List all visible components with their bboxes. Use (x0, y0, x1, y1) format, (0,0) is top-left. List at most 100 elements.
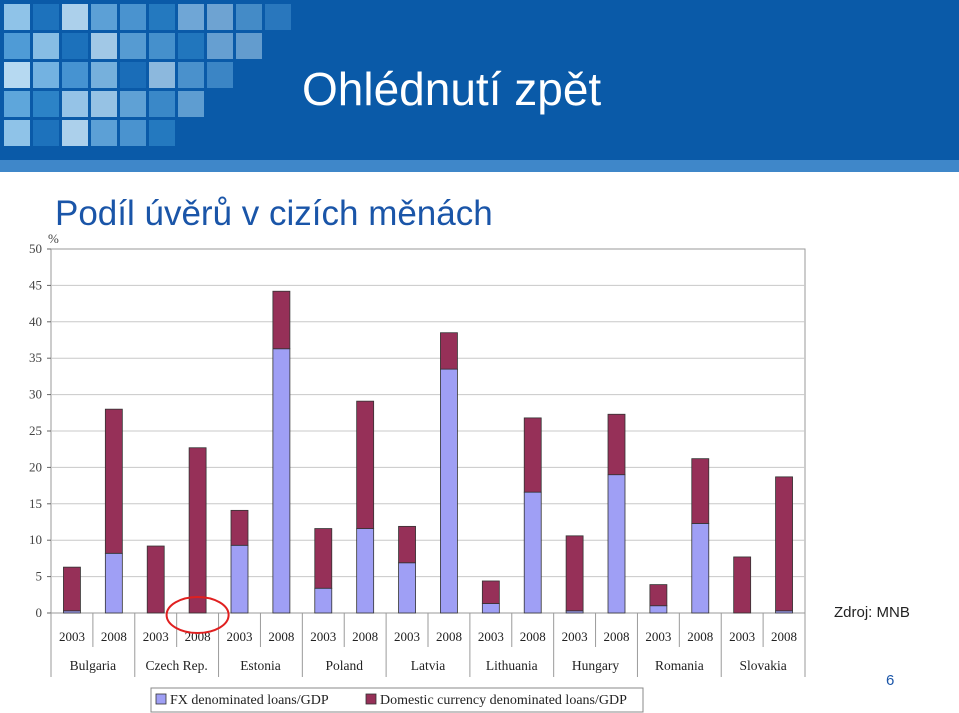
bar-fx-loans (607, 474, 626, 614)
x-year-label: 2008 (604, 629, 630, 644)
header-tile (33, 33, 59, 59)
bar-domestic-loans (733, 556, 752, 614)
header-tile (62, 91, 88, 117)
y-axis-ticks: 0 5 10 15 20 25 30 35 40 45 50 (29, 241, 51, 620)
header-tile (62, 62, 88, 88)
x-year-label: 2003 (394, 629, 420, 644)
bar-domestic-loans (481, 580, 500, 604)
header-tile (236, 4, 262, 30)
bars (63, 290, 793, 614)
header-tile (62, 33, 88, 59)
header-tile (120, 91, 146, 117)
bar-fx-loans (649, 605, 668, 614)
bar-fx-loans (272, 348, 291, 614)
header-tile (178, 62, 204, 88)
slide-title: Ohlédnutí zpět (302, 63, 602, 115)
bar-domestic-loans (440, 332, 458, 370)
bar-domestic-loans (607, 413, 626, 476)
x-year-label: 2008 (687, 629, 713, 644)
bar-fx-loans (481, 603, 500, 614)
x-year-label: 2008 (436, 629, 462, 644)
header-tile (265, 4, 291, 30)
bar-domestic-loans (691, 458, 710, 524)
header-tile (149, 62, 175, 88)
y-tick-label: 10 (29, 532, 42, 547)
x-year-label: 2008 (268, 629, 294, 644)
header-tile (149, 120, 175, 146)
legend-label: FX denominated loans/GDP (170, 693, 329, 708)
x-year-label: 2003 (310, 629, 336, 644)
x-country-label: Czech Rep. (146, 658, 208, 673)
header-tile (207, 62, 233, 88)
bar-domestic-loans (146, 545, 165, 614)
x-year-label: 2003 (478, 629, 504, 644)
x-country-label: Hungary (572, 658, 619, 673)
y-tick-label: 30 (29, 387, 42, 402)
bar-fx-loans (230, 544, 249, 614)
source-note: Zdroj: MNB (834, 604, 910, 621)
bar-fx-loans (356, 528, 375, 614)
bar-domestic-loans (63, 566, 81, 612)
y-tick-label: 0 (36, 605, 43, 620)
header-tile (91, 62, 117, 88)
legend-box (150, 687, 644, 713)
header-tile (207, 33, 233, 59)
bar-domestic-loans (775, 476, 793, 612)
x-axis-labels: 2003 2008 2003 2008 2003 2008 2003 2008 2003 2008… (50, 613, 806, 677)
x-year-label: 2003 (645, 629, 671, 644)
header-tile (33, 4, 59, 30)
legend-swatch (365, 693, 377, 705)
header-tile (91, 4, 117, 30)
bar-domestic-loans (104, 408, 123, 554)
x-country-label: Romania (655, 658, 704, 673)
header-tile (149, 91, 175, 117)
x-country-label: Slovakia (739, 658, 786, 673)
header-tile (62, 120, 88, 146)
header-tile (120, 4, 146, 30)
x-year-label: 2008 (771, 629, 797, 644)
y-tick-label: 15 (29, 496, 42, 511)
header-tile (207, 4, 233, 30)
header-tile (33, 91, 59, 117)
x-year-label: 2008 (352, 629, 378, 644)
bar-fx-loans (440, 368, 458, 614)
slide-subtitle: Podíl úvěrů v cizích měnách (55, 194, 493, 233)
legend: FX denominated loans/GDP Domestic currenc… (150, 687, 644, 713)
y-axis-label: % (48, 231, 59, 246)
bar-domestic-loans (565, 535, 584, 612)
bar-domestic-loans (272, 290, 291, 350)
bar-domestic-loans (523, 417, 542, 493)
y-tick-label: 25 (29, 423, 42, 438)
x-country-label: Estonia (240, 658, 281, 673)
header-tile (149, 4, 175, 30)
header-tile (4, 120, 30, 146)
header-tile (91, 120, 117, 146)
y-tick-label: 45 (29, 277, 42, 292)
grid-lines (50, 248, 806, 614)
bar-domestic-loans (398, 525, 416, 564)
x-country-label: Bulgaria (70, 658, 117, 673)
y-tick-label: 35 (29, 350, 42, 365)
bar-fx-loans (523, 491, 542, 614)
header-tile (120, 120, 146, 146)
header-tile (178, 91, 204, 117)
x-year-label: 2003 (59, 629, 85, 644)
bar-domestic-loans (356, 400, 375, 529)
header-tile (4, 4, 30, 30)
x-country-label: Latvia (411, 658, 445, 673)
y-tick-label: 20 (29, 459, 42, 474)
x-year-label: 2003 (562, 629, 588, 644)
x-year-label: 2003 (729, 629, 755, 644)
highlight-circle (165, 596, 230, 634)
header-strip (0, 160, 959, 172)
header-tile (33, 120, 59, 146)
bar-fx-loans (314, 587, 333, 614)
y-tick-label: 40 (29, 314, 42, 329)
bar-fx-loans (691, 523, 710, 614)
header-tile (178, 33, 204, 59)
header-tile (4, 62, 30, 88)
header-tile (120, 62, 146, 88)
bar-domestic-loans (649, 584, 668, 607)
header-tile (33, 62, 59, 88)
y-tick-label: 5 (36, 569, 43, 584)
